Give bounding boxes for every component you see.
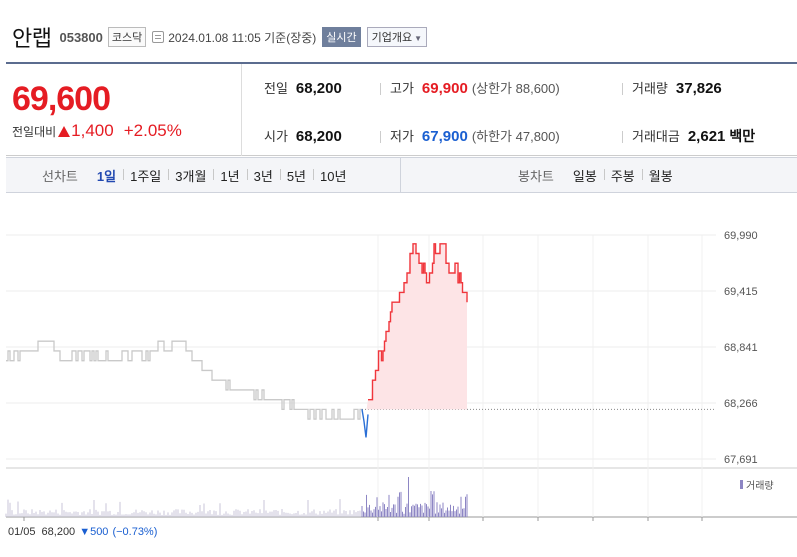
prev-day-close: 68,200 (41, 526, 76, 538)
stat-sub: 백만 (729, 128, 756, 144)
stats-grid: 전일 68,200 고가 69,900 (상한가 88,600) 거래량 37,… (242, 64, 797, 156)
divider (622, 83, 623, 95)
stat-high: 고가 69,900 (상한가 88,600) (390, 78, 560, 97)
candle-chart-label: 봉차트 (518, 168, 554, 184)
price-summary: 69,600 전일대비 1,400 +2.05% 전일 68,200 고가 69… (6, 62, 797, 156)
period-3y[interactable]: 3년 (246, 166, 280, 185)
change-value: 1,400 (71, 121, 114, 140)
candle-monthly[interactable]: 월봉 (641, 166, 680, 185)
change-row: 전일대비 1,400 +2.05% (12, 121, 182, 141)
stat-value: 68,200 (295, 128, 342, 145)
company-overview-label: 기업개요 (371, 32, 413, 44)
period-1w[interactable]: 1주일 (123, 166, 168, 185)
prev-day-line (6, 340, 362, 420)
up-triangle-icon (58, 125, 71, 137)
today-up-line (368, 243, 468, 401)
stat-prev-close: 전일 68,200 (264, 78, 342, 97)
candle-daily[interactable]: 일봉 (572, 168, 597, 184)
stat-volume: 거래량 37,826 (632, 78, 722, 97)
period-1d[interactable]: 1일 (96, 168, 117, 184)
current-price: 69,600 (12, 80, 111, 118)
y-tick-label: 67,691 (724, 454, 758, 466)
price-box: 69,600 전일대비 1,400 +2.05% (6, 64, 242, 156)
candle-chart-group: 봉차트 일봉 주봉 월봉 (518, 158, 680, 192)
stat-key: 전일 (264, 81, 288, 96)
stat-key: 저가 (390, 129, 414, 144)
candle-weekly[interactable]: 주봉 (603, 166, 642, 185)
line-chart-group: 선차트 1일 1주일 3개월 1년 3년 5년 10년 (42, 158, 353, 192)
divider (380, 131, 381, 143)
volume-legend: 거래량 (740, 477, 774, 492)
stat-key: 거래량 (632, 81, 668, 96)
chart-type-bar: 선차트 1일 1주일 3개월 1년 3년 5년 10년 봉차트 일봉 주봉 월봉 (6, 157, 797, 193)
chevron-down-icon: ▼ (414, 34, 423, 43)
stat-open: 시가 68,200 (264, 126, 342, 145)
calendar-icon (152, 31, 165, 43)
divider (622, 131, 623, 143)
stat-low: 저가 67,900 (하한가 47,800) (390, 126, 560, 145)
stat-value: 37,826 (675, 80, 722, 97)
timestamp: 2024.01.08 11:05 기준(장중) (168, 30, 317, 45)
prev-day-info: 01/05 68,200 ▼500 (−0.73%) (8, 526, 157, 538)
y-tick-label: 69,415 (724, 286, 758, 298)
y-tick-label: 68,266 (724, 398, 758, 410)
stat-value: 68,200 (295, 80, 342, 97)
today-fill (362, 243, 467, 410)
prev-day-date: 01/05 (8, 526, 36, 538)
stock-name: 안랩 (12, 26, 52, 51)
stat-value: 69,900 (421, 80, 468, 97)
period-3m[interactable]: 3개월 (168, 166, 213, 185)
volume-swatch (740, 480, 743, 489)
prev-day-change: ▼500 (79, 526, 109, 538)
stat-key: 고가 (390, 81, 414, 96)
divider (380, 83, 381, 95)
price-chart[interactable]: 69,99069,41568,84168,26667,69101/0501/08… (0, 222, 797, 522)
y-tick-label: 68,841 (724, 342, 758, 354)
stat-trade-value: 거래대금 2,621 백만 (632, 126, 755, 146)
market-badge: 코스닥 (107, 27, 147, 47)
company-overview-button[interactable]: 기업개요 ▼ (366, 27, 428, 47)
period-1y[interactable]: 1년 (213, 166, 246, 185)
stat-sub: (상한가 88,600) (471, 81, 560, 96)
period-10y[interactable]: 10년 (313, 166, 353, 185)
realtime-button[interactable]: 실시간 (322, 27, 361, 47)
y-tick-label: 69,990 (724, 230, 758, 242)
stock-code: 053800 (59, 29, 103, 45)
stat-value: 67,900 (421, 128, 468, 145)
stat-sub: (하한가 47,800) (471, 129, 560, 144)
change-label: 전일대비 (12, 124, 57, 139)
stock-header: 안랩 053800 코스닥 2024.01.08 11:05 기준(장중) 실시… (12, 24, 428, 51)
volume-legend-label: 거래량 (746, 481, 774, 492)
divider (400, 158, 401, 192)
line-chart-label: 선차트 (42, 168, 78, 184)
stat-key: 시가 (264, 129, 288, 144)
change-percent: +2.05% (123, 121, 182, 140)
stat-value: 2,621 (687, 128, 726, 145)
period-5y[interactable]: 5년 (279, 166, 313, 185)
today-down-line (361, 409, 369, 438)
stat-key: 거래대금 (632, 129, 680, 144)
prev-day-percent: (−0.73%) (112, 526, 158, 538)
